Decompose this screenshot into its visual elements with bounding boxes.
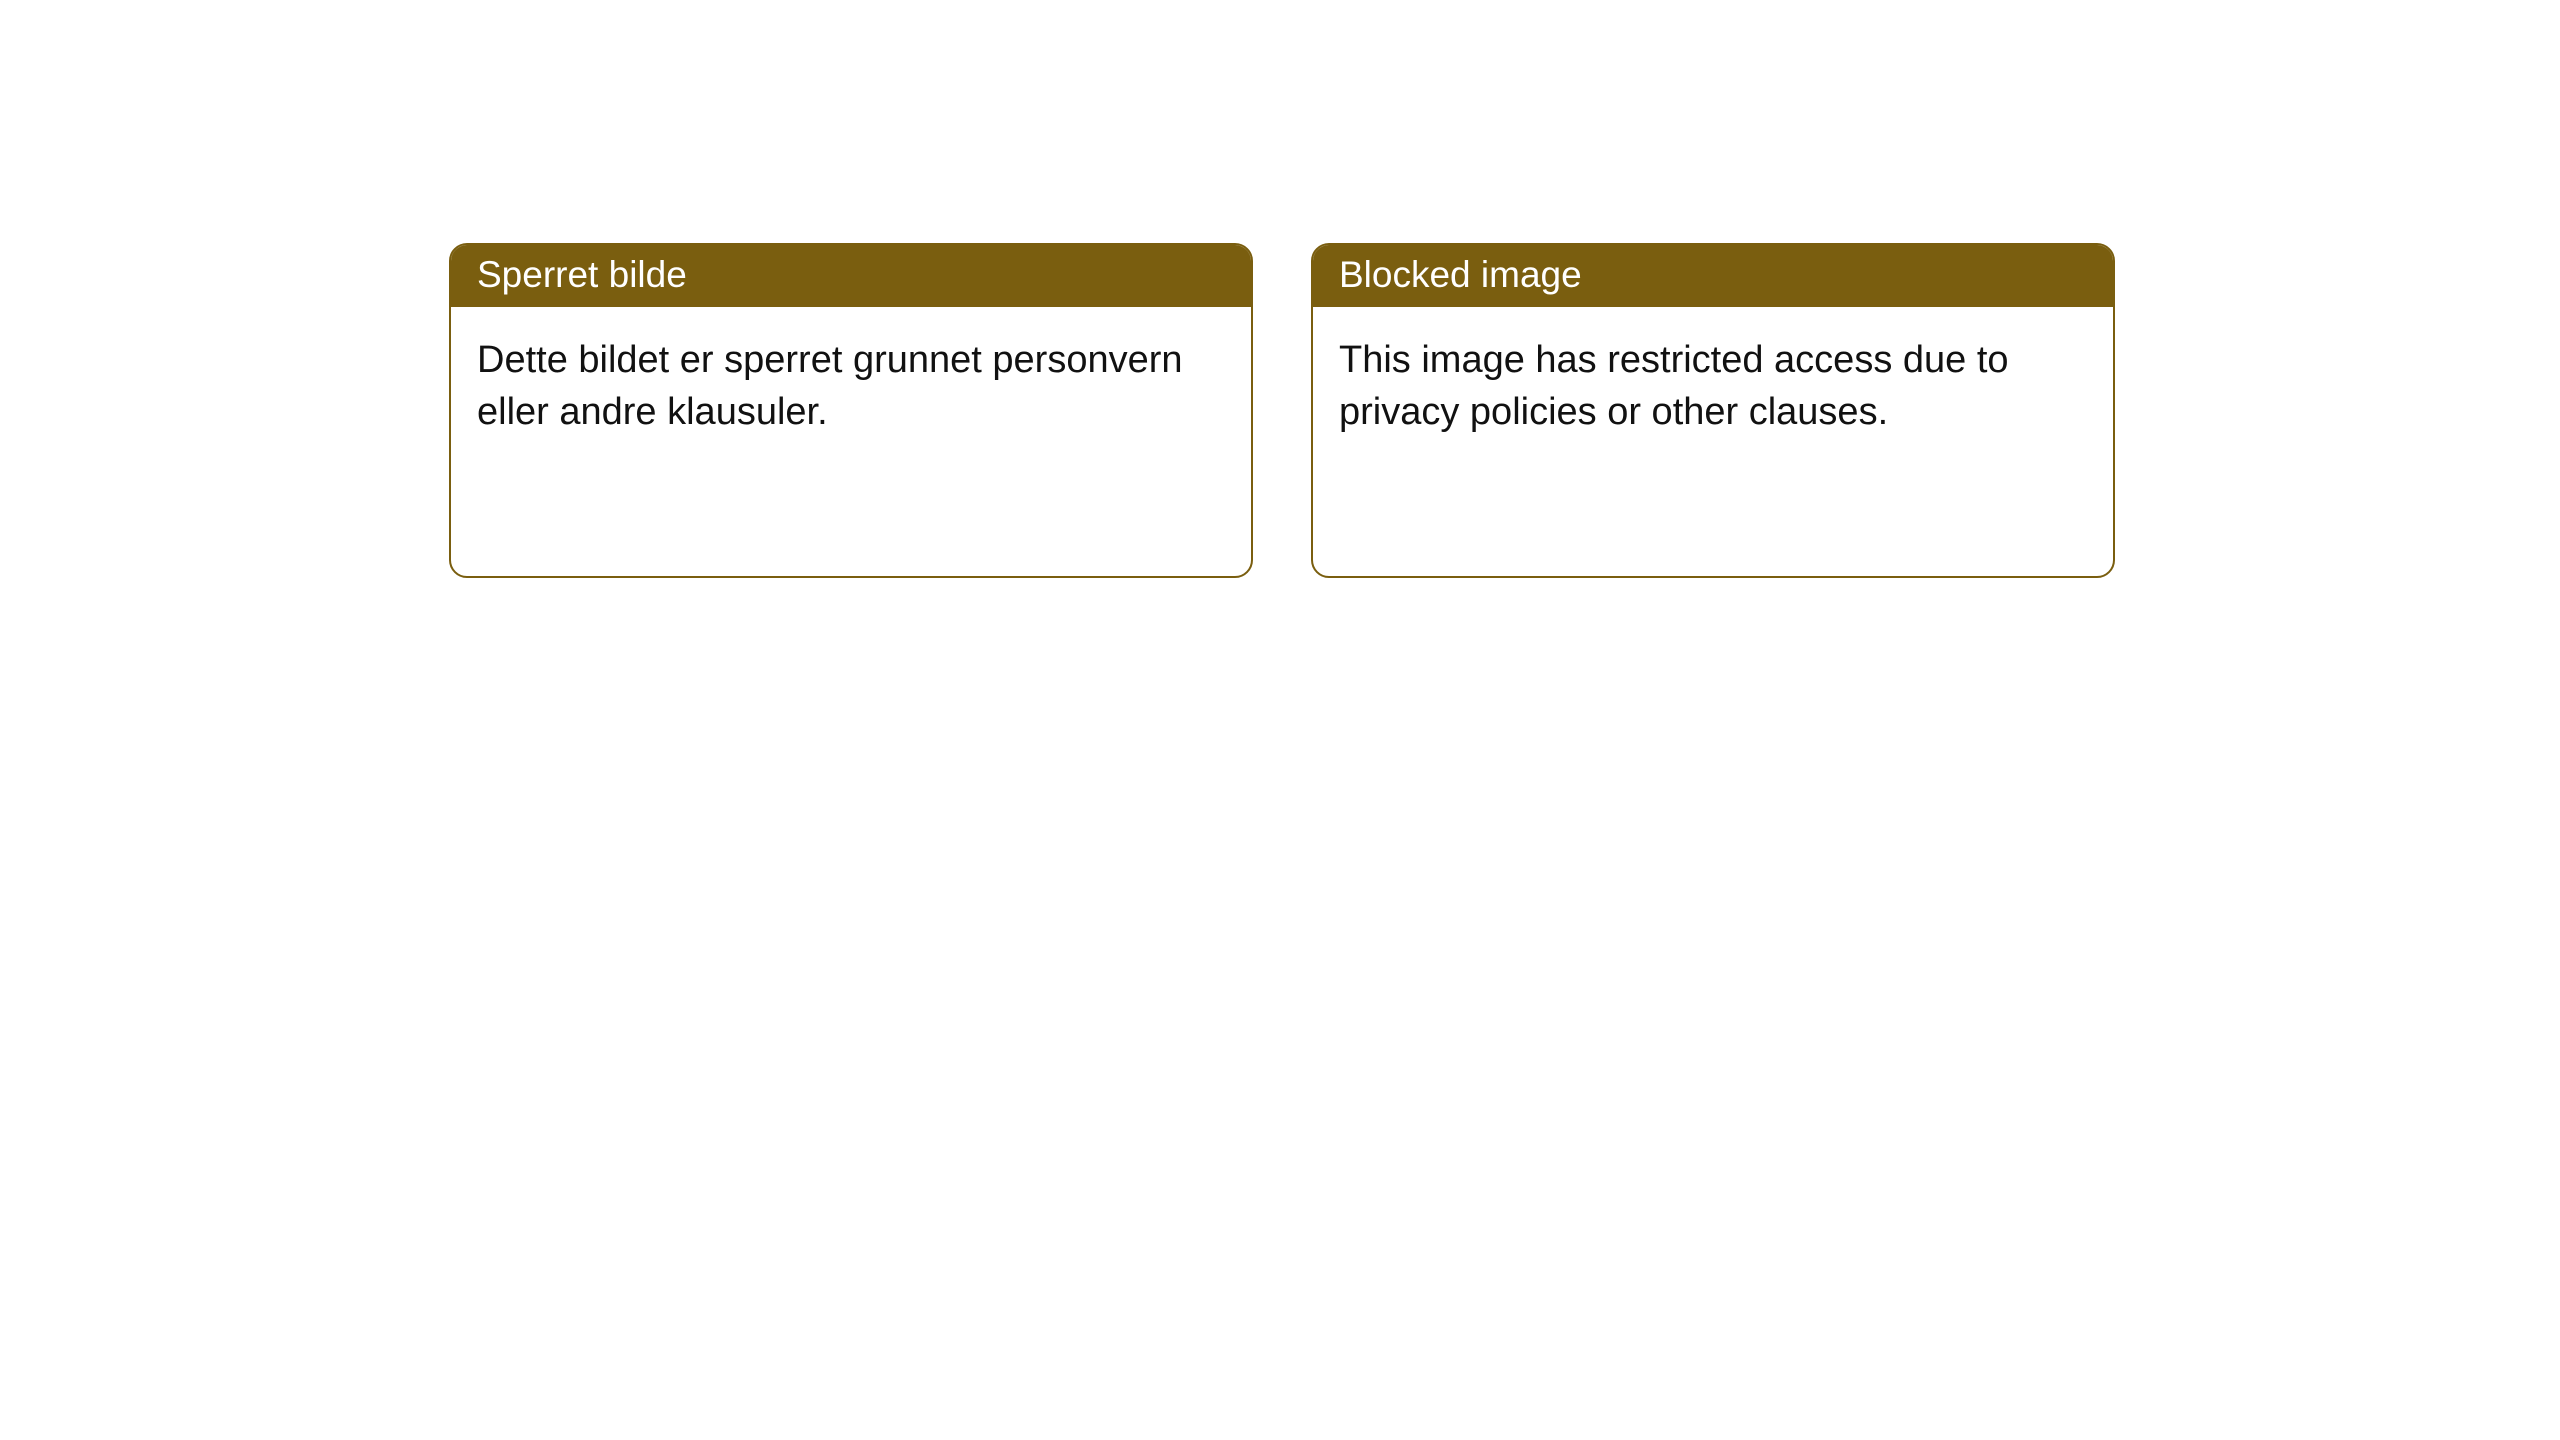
notice-container: Sperret bilde Dette bildet er sperret gr… xyxy=(0,0,2560,578)
notice-card-en: Blocked image This image has restricted … xyxy=(1311,243,2115,578)
notice-title-en: Blocked image xyxy=(1313,245,2113,307)
notice-title-no: Sperret bilde xyxy=(451,245,1251,307)
notice-body-no: Dette bildet er sperret grunnet personve… xyxy=(451,307,1251,466)
notice-body-en: This image has restricted access due to … xyxy=(1313,307,2113,466)
notice-card-no: Sperret bilde Dette bildet er sperret gr… xyxy=(449,243,1253,578)
